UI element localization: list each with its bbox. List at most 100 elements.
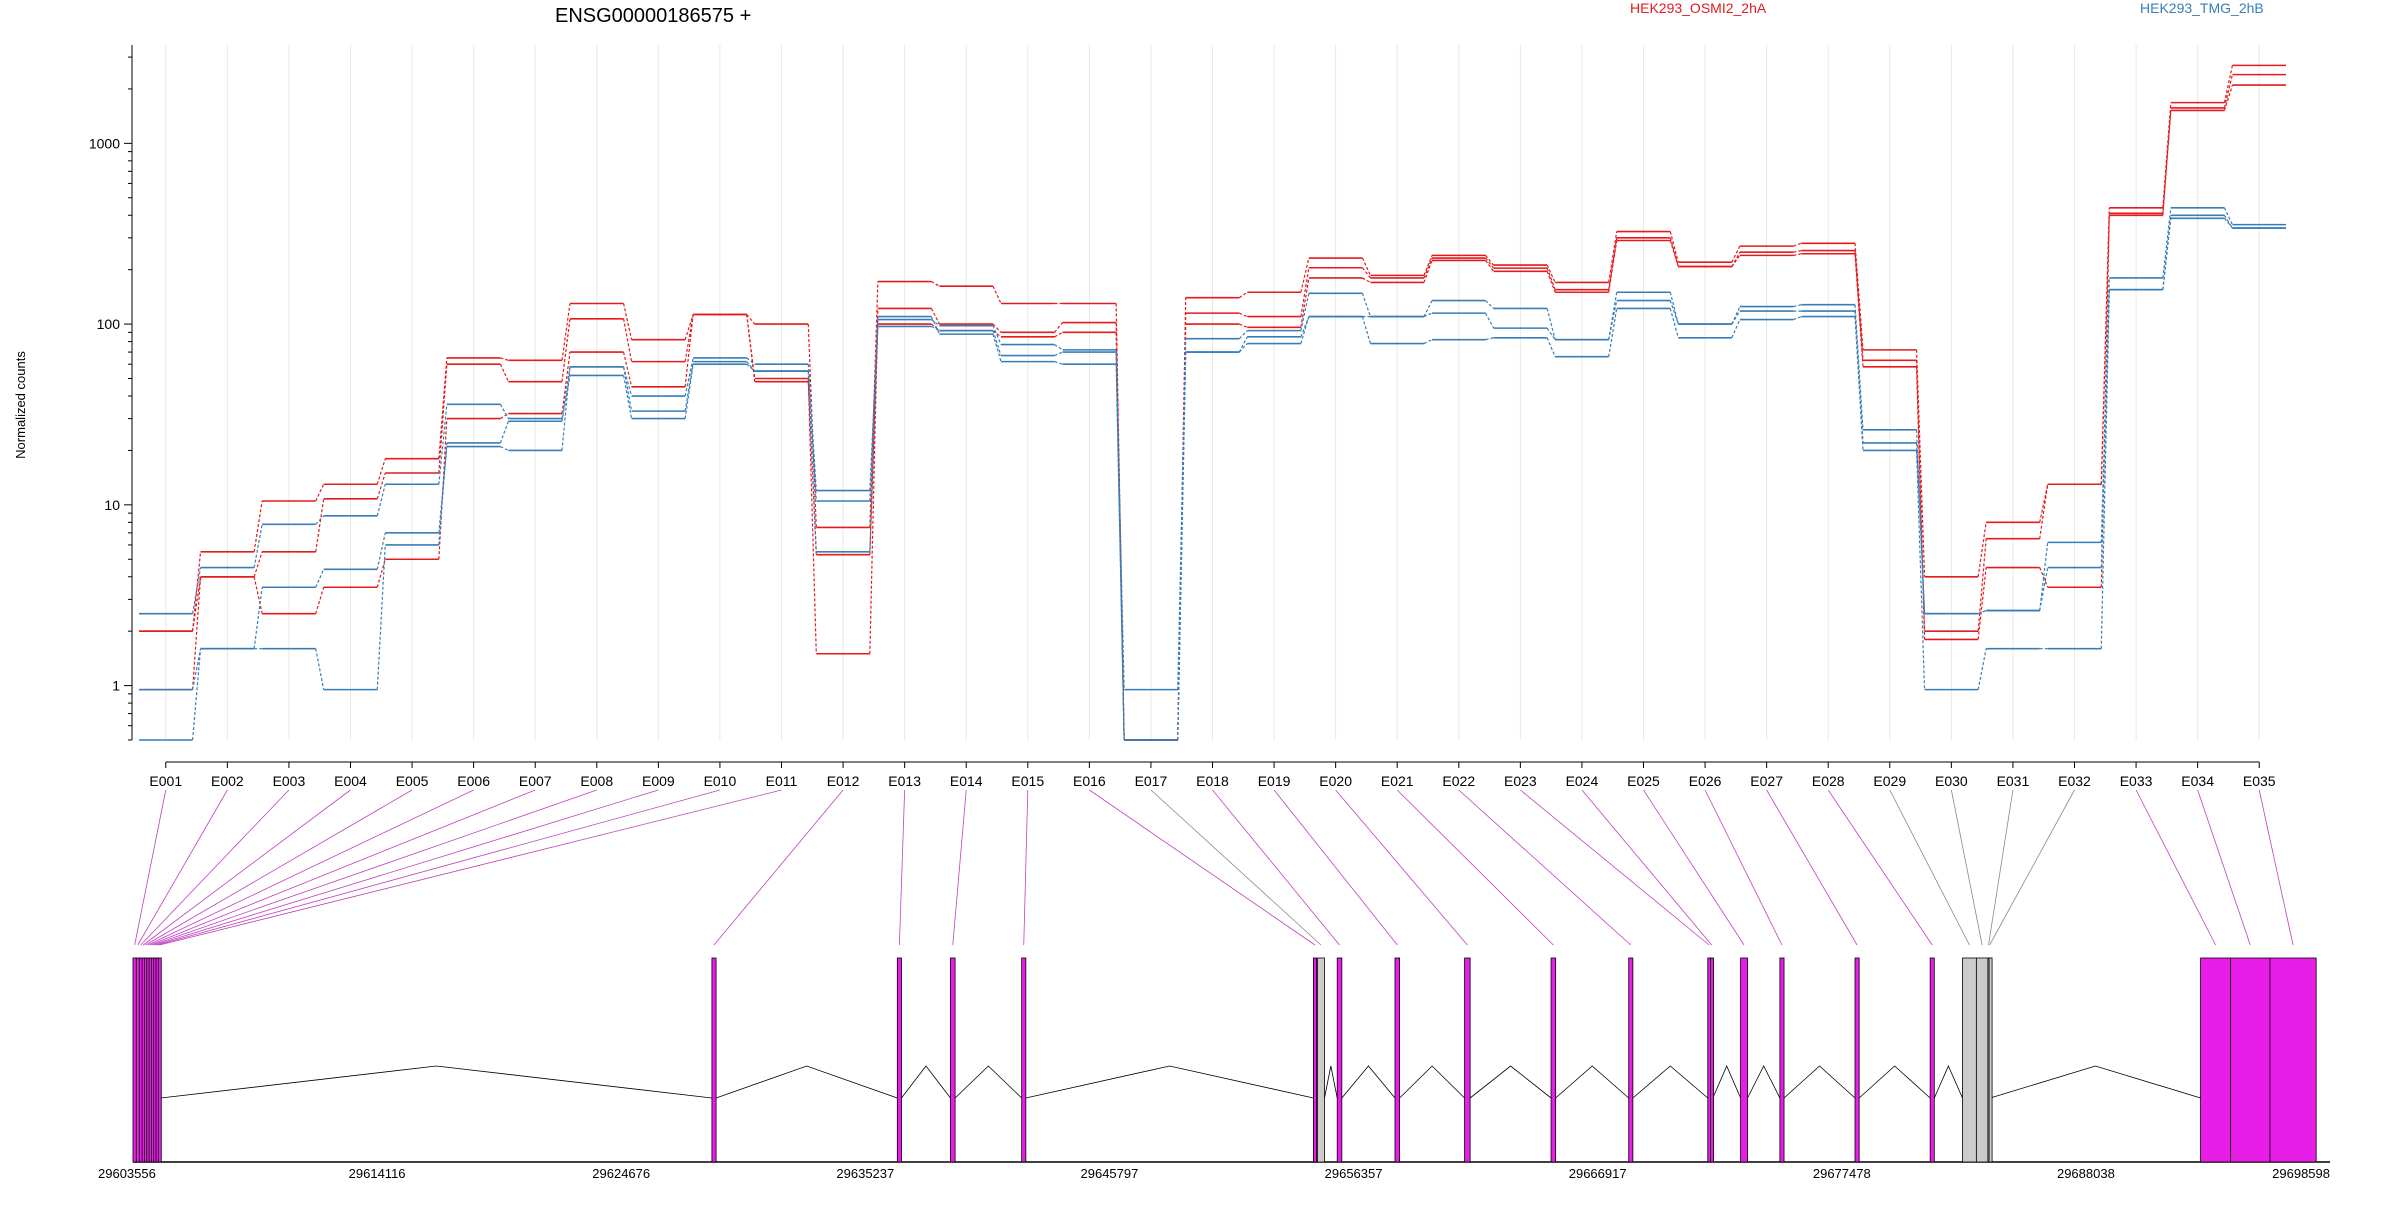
series-ramp xyxy=(807,364,817,491)
exon-connector xyxy=(898,789,906,946)
coordinate-label: 29688038 xyxy=(2057,1166,2115,1181)
x-tick-label: E022 xyxy=(1442,773,1475,789)
exon-connector xyxy=(140,789,290,946)
series-ramp xyxy=(622,318,633,362)
axes-layer: ENSG00000186575 + Normalized counts E001… xyxy=(13,5,2276,789)
exon-box xyxy=(950,957,956,1163)
x-tick-label: E028 xyxy=(1812,773,1845,789)
series-ramp xyxy=(1669,292,1679,325)
series-ramp xyxy=(500,357,509,361)
exon-connector xyxy=(147,789,474,946)
series-ramp xyxy=(1361,316,1372,344)
intron-line xyxy=(1555,1065,1629,1099)
series-ramp xyxy=(253,576,263,614)
x-tick-label: E032 xyxy=(2058,773,2091,789)
series-ramp xyxy=(253,524,263,568)
series-ramp xyxy=(1300,267,1310,317)
series-ramp xyxy=(1854,253,1864,367)
series-ramp xyxy=(1731,245,1741,263)
gene-model: 29603556 29614116 29624676 29635237 29645797… xyxy=(98,957,2330,1181)
series-ramp xyxy=(746,314,756,382)
series-ramp xyxy=(1177,352,1187,741)
coordinate-label: 29698598 xyxy=(2272,1166,2330,1181)
series-ramp xyxy=(1608,237,1618,290)
series-ramp xyxy=(253,500,263,552)
series-ramp xyxy=(2223,74,2234,109)
series-ramp xyxy=(253,587,263,649)
intron-line xyxy=(1324,1065,1338,1099)
exon-connector xyxy=(2258,789,2294,946)
x-tick-label: E031 xyxy=(1997,773,2030,789)
series-ramp xyxy=(1669,231,1679,263)
series-ramp xyxy=(1239,312,1248,318)
exon-box xyxy=(1740,957,1748,1163)
series-ramp xyxy=(992,330,1002,338)
series-ramp xyxy=(2162,107,2172,214)
exon-connector xyxy=(1212,789,1340,946)
series-ramp xyxy=(992,330,1002,356)
series-ramp xyxy=(622,303,633,340)
x-tick-label: E026 xyxy=(1689,773,1722,789)
series-ramp xyxy=(807,370,817,552)
coordinate-label: 29614116 xyxy=(349,1166,406,1181)
series-ramp xyxy=(1731,306,1741,325)
exon-connector xyxy=(157,789,721,946)
x-tick-label: E015 xyxy=(1011,773,1044,789)
series-ramp xyxy=(1793,242,1802,247)
series-ramp xyxy=(1115,364,1125,741)
series-ramp xyxy=(746,363,756,372)
series-ramp xyxy=(191,551,202,632)
series-ramp xyxy=(1177,338,1187,690)
series-ramp xyxy=(561,318,571,382)
exon-box xyxy=(1854,957,1860,1163)
y-tick-label: 1000 xyxy=(89,135,120,151)
series-ramp xyxy=(1977,648,1987,690)
y-axis-label: Normalized counts xyxy=(13,351,28,459)
exon-connector xyxy=(1988,789,2014,946)
series-ramp xyxy=(1238,336,1248,353)
exon-connector xyxy=(1889,789,1970,946)
series-ramp xyxy=(561,366,571,419)
series-ramp xyxy=(1054,361,1063,365)
x-tick-label: E025 xyxy=(1627,773,1660,789)
x-tick-label: E002 xyxy=(211,773,244,789)
chart-title: ENSG00000186575 + xyxy=(555,5,751,27)
coordinate-label: 29666917 xyxy=(1569,1166,1627,1181)
coordinate-label: 29677478 xyxy=(1813,1166,1871,1181)
exon-connector xyxy=(1989,789,2075,946)
exon-connector xyxy=(1273,789,1398,946)
coordinate-label: 29656357 xyxy=(1325,1166,1383,1181)
exon-connector xyxy=(1089,789,1316,946)
series-ramp xyxy=(1361,293,1371,317)
series-ramp xyxy=(622,351,633,387)
series-ramp xyxy=(1485,260,1495,272)
intron-line xyxy=(1933,1065,1963,1099)
x-tick-label: E016 xyxy=(1073,773,1106,789)
x-tick-label: E013 xyxy=(888,773,921,789)
exon-connector xyxy=(1704,789,1783,946)
series-ramp xyxy=(1485,257,1495,269)
connector-layer xyxy=(134,789,2294,946)
x-tick-label: E017 xyxy=(1135,773,1168,789)
series-ramp xyxy=(376,458,386,485)
series-ramp xyxy=(1485,254,1495,266)
intron-line xyxy=(1399,1065,1465,1099)
x-tick-label: E035 xyxy=(2243,773,2276,789)
series-ramp xyxy=(1054,331,1063,338)
exon-connector xyxy=(143,789,351,946)
series-ramp xyxy=(2223,84,2234,111)
x-tick-label: E005 xyxy=(396,773,429,789)
series-ramp xyxy=(376,472,386,499)
y-tick-label: 100 xyxy=(97,316,121,332)
coordinate-label: 29645797 xyxy=(1081,1166,1139,1181)
legend: HEK293_OSMI2_2hA HEK293_TMG_2hB xyxy=(1630,0,2264,16)
exon-connector xyxy=(1458,789,1632,946)
x-tick-label: E027 xyxy=(1750,773,1783,789)
series-ramp xyxy=(869,281,879,528)
series-ramp xyxy=(1361,267,1371,279)
series-ramp xyxy=(1546,308,1556,340)
series-ramp xyxy=(1977,522,1987,577)
series-ramp xyxy=(807,378,817,654)
exon-connector xyxy=(1150,789,1322,946)
series-ramp xyxy=(992,323,1002,333)
